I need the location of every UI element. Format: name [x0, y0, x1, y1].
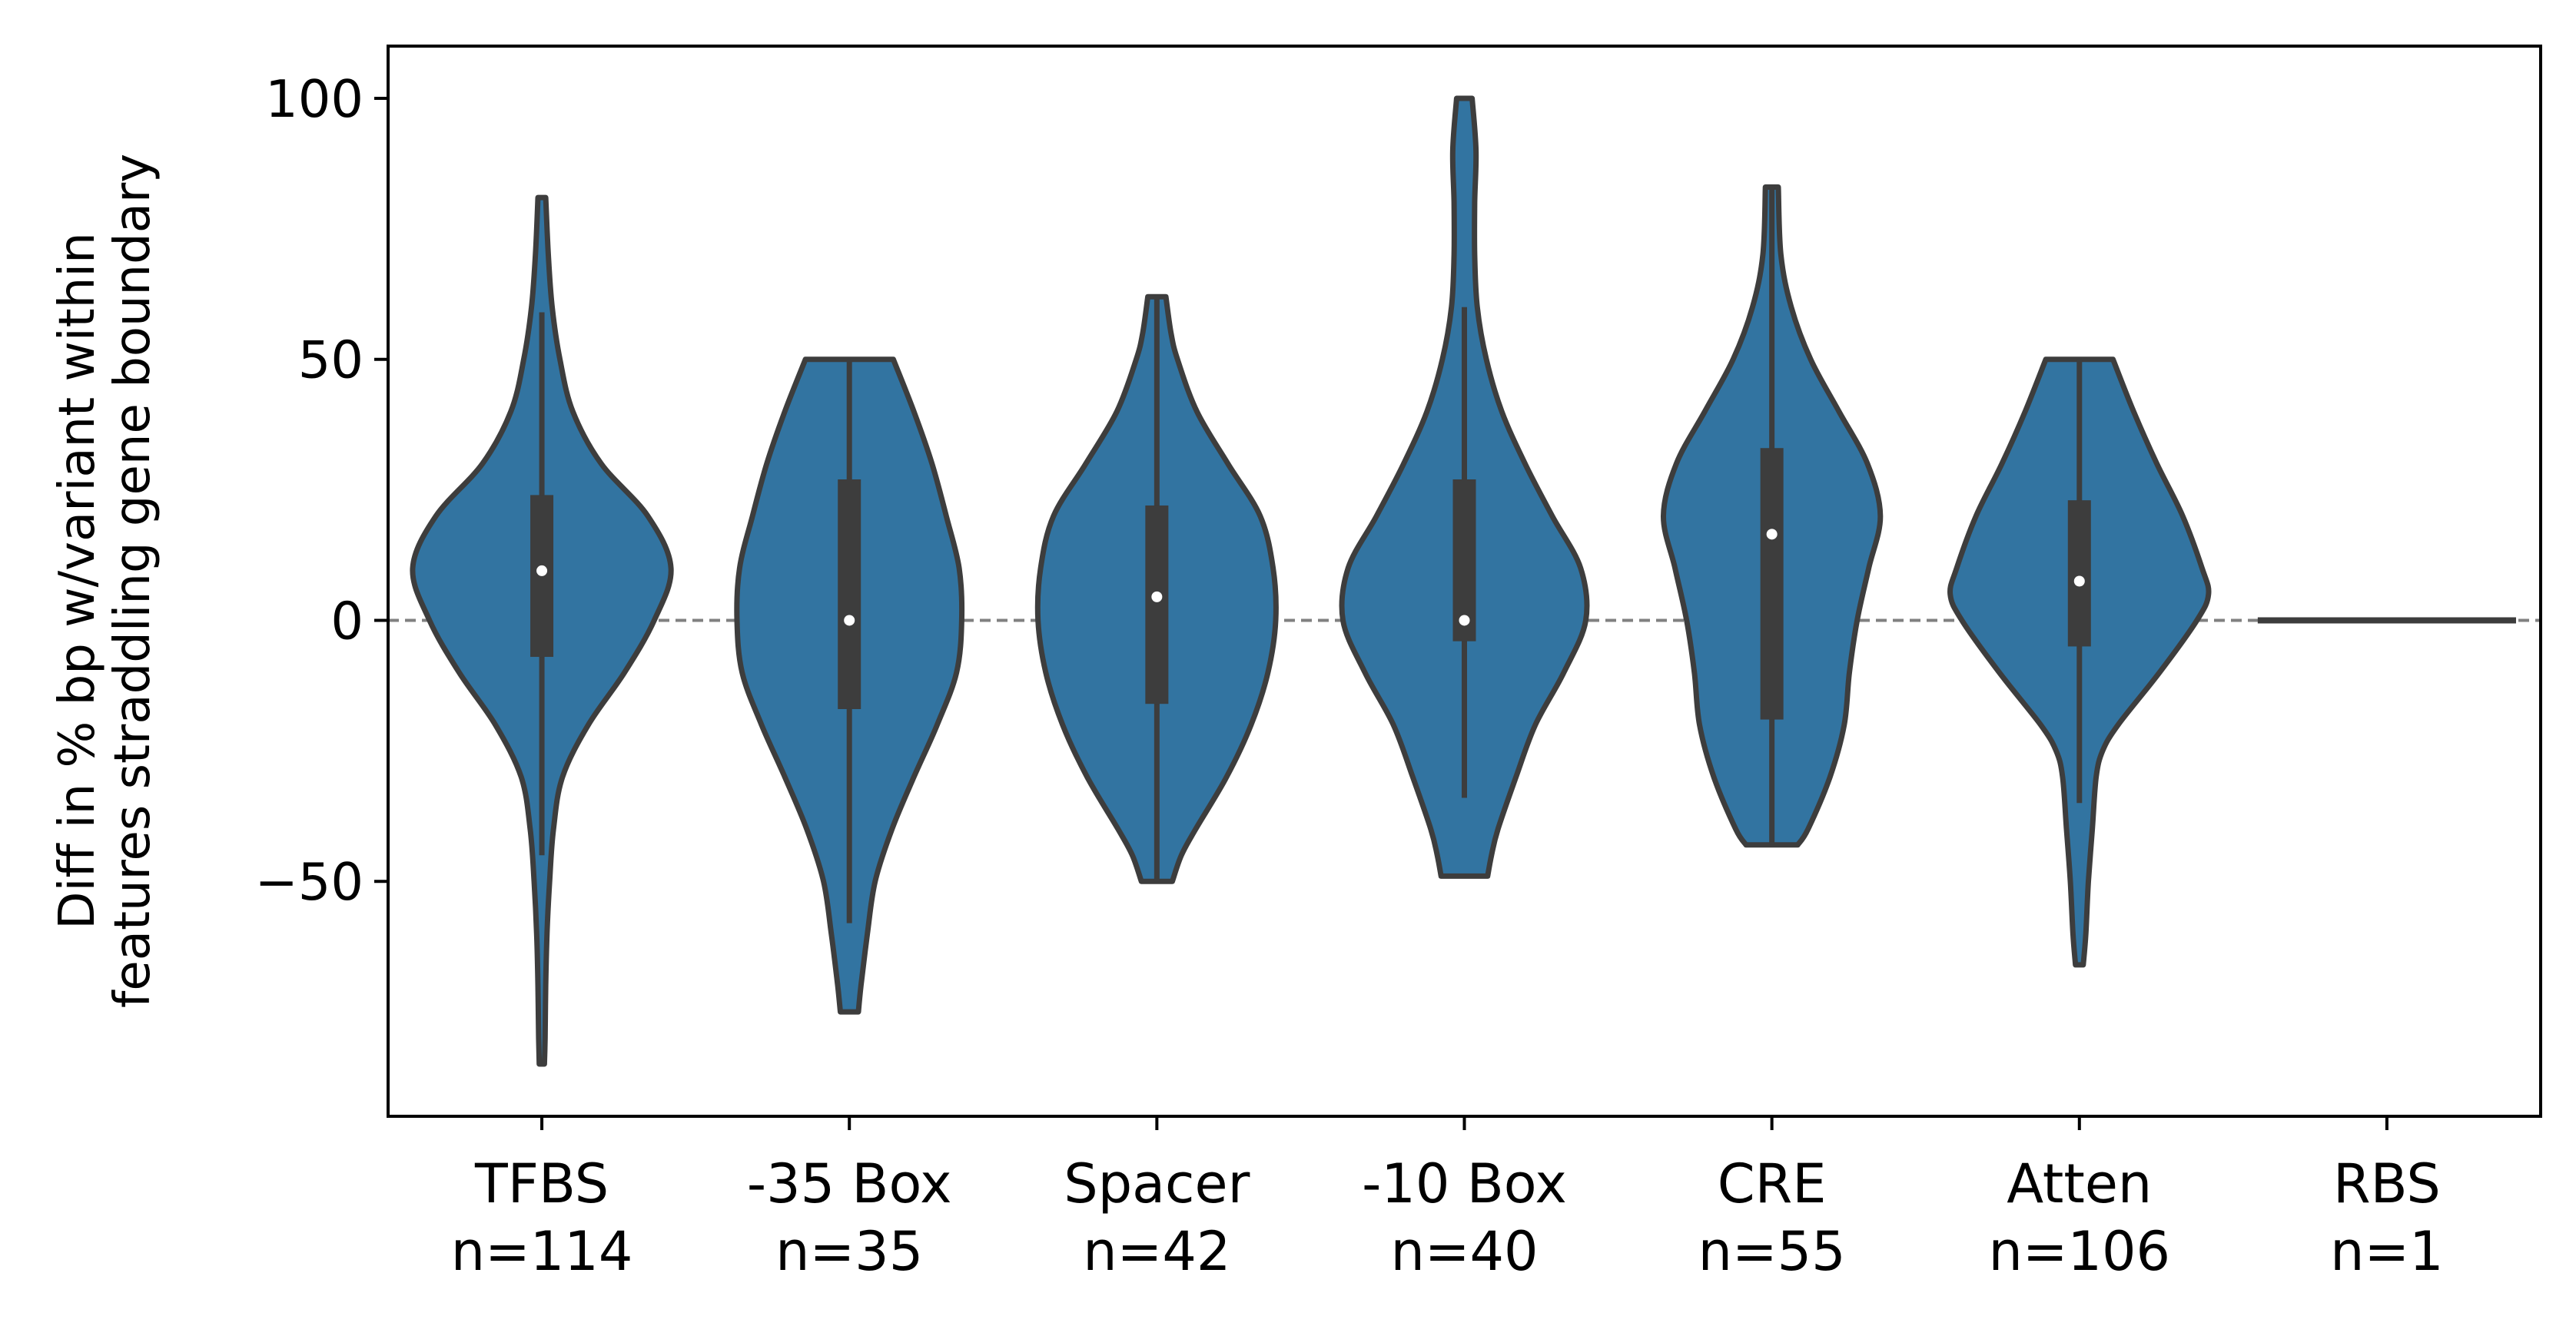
iqr-box [2067, 500, 2091, 647]
x-tick-label: Spacer [1064, 1152, 1250, 1215]
x-tick-count-label: n=35 [775, 1220, 923, 1283]
y-axis-label: Diff in % bp w/variant withinfeatures st… [49, 154, 161, 1008]
x-tick-count-label: n=106 [1988, 1220, 2170, 1283]
iqr-box [1452, 479, 1476, 641]
x-tick-label: -35 Box [747, 1152, 952, 1215]
violin-spacer [1034, 293, 1279, 884]
iqr-box [1760, 448, 1784, 720]
plot-frame [387, 45, 2542, 1118]
median-point [536, 565, 548, 576]
violin-atten [1947, 356, 2212, 968]
median-point [844, 615, 855, 626]
x-tick-count-label: n=1 [2330, 1220, 2444, 1283]
y-tick-label: 100 [265, 69, 363, 129]
violin-tfbs [410, 194, 674, 1067]
y-axis: −50 0 50 100 [255, 69, 388, 912]
x-tick-label: CRE [1718, 1152, 1827, 1215]
median-point [1151, 591, 1163, 602]
x-tick-label: RBS [2333, 1152, 2441, 1215]
violin-10-box [1339, 95, 1590, 879]
x-tick-count-label: n=42 [1083, 1220, 1230, 1283]
y-axis-title: Diff in % bp w/variant withinfeatures st… [49, 154, 161, 1008]
violins [410, 95, 2516, 1067]
median-point [2073, 575, 2085, 587]
x-tick-count-label: n=55 [1698, 1220, 1846, 1283]
x-tick-count-label: n=114 [451, 1220, 633, 1283]
x-tick-label: Atten [2007, 1152, 2152, 1215]
x-tick-label: TFBS [474, 1152, 609, 1215]
violin-35-box [734, 356, 965, 1015]
x-tick-label: -10 Box [1362, 1152, 1567, 1215]
violin-cre [1660, 184, 1884, 848]
iqr-box [1145, 505, 1169, 704]
x-tick-count-label: n=40 [1390, 1220, 1538, 1283]
y-tick-label: 50 [298, 330, 363, 390]
y-axis-label-line: Diff in % bp w/variant within [49, 232, 106, 929]
y-tick-label: 0 [330, 591, 363, 651]
y-axis-label-line: features straddling gene boundary [105, 154, 161, 1008]
iqr-box [838, 479, 861, 709]
median-point [1459, 615, 1470, 626]
median-point [1766, 529, 1778, 540]
y-tick-label: −50 [255, 852, 363, 912]
